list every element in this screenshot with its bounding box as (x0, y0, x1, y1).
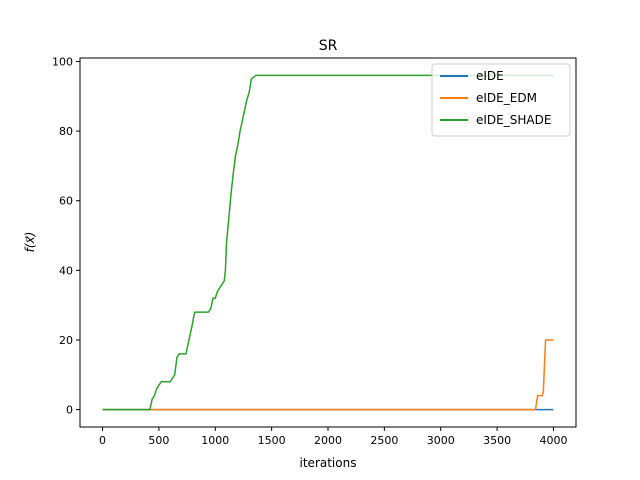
x-tick-label: 3500 (483, 434, 511, 447)
y-tick-label: 80 (59, 125, 73, 138)
series-line-2 (102, 339, 554, 411)
legend: eIDE eIDE_EDM eIDE_SHADE (431, 63, 571, 137)
x-tick-label: 4000 (539, 434, 567, 447)
y-tick-label: 60 (59, 195, 73, 208)
x-tick-label: 0 (99, 434, 106, 447)
y-axis-label: f(x⃗) (23, 232, 37, 253)
y-axis-ticks: 0 20 40 60 80 100 (52, 55, 80, 417)
legend-label: eIDE (476, 69, 504, 83)
x-tick-label: 3000 (427, 434, 455, 447)
series-line-3 (102, 74, 554, 411)
x-tick-label: 2000 (314, 434, 342, 447)
y-tick-label: 40 (59, 264, 73, 277)
x-tick-label: 500 (148, 434, 169, 447)
x-tick-label: 1000 (201, 434, 229, 447)
legend-label: eIDE_EDM (476, 91, 537, 105)
y-tick-label: 100 (52, 55, 73, 68)
legend-box (431, 63, 571, 137)
x-tick-label: 1500 (258, 434, 286, 447)
x-tick-label: 2500 (370, 434, 398, 447)
y-tick-label: 20 (59, 334, 73, 347)
plot-lines (102, 74, 554, 411)
chart-title: SR (319, 38, 338, 54)
x-axis-label: iterations (300, 456, 357, 470)
legend-label: eIDE_SHADE (476, 113, 551, 127)
y-tick-label: 0 (66, 404, 73, 417)
x-axis-ticks: 0 500 1000 1500 2000 2500 3000 3500 4000 (99, 427, 567, 447)
